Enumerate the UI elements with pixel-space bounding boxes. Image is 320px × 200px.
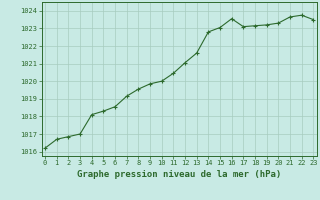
X-axis label: Graphe pression niveau de la mer (hPa): Graphe pression niveau de la mer (hPa) xyxy=(77,170,281,179)
